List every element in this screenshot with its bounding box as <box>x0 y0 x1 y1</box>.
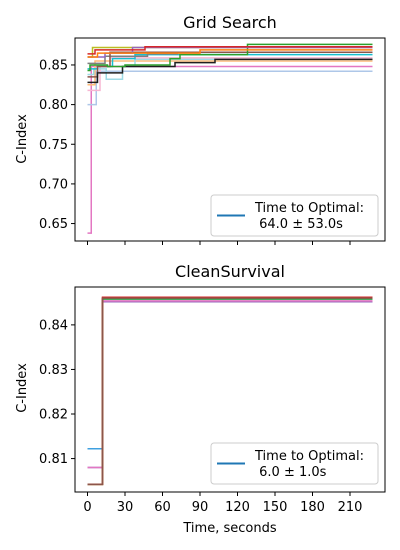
cleansurvival-panel: CleanSurvival C-Index Time, seconds 0 30 6… <box>15 262 386 536</box>
grid-search-series-line-13 <box>87 45 373 55</box>
grid-search-y-tick-label: 0.65 <box>39 217 68 232</box>
grid-search-series-line-5 <box>87 58 373 80</box>
grid-search-legend: Time to Optimal: 64.0 ± 53.0s <box>210 194 379 237</box>
grid-search-series-line-2 <box>87 70 373 106</box>
grid-search-series-line-1 <box>87 65 373 234</box>
grid-search-y-tick-label: 0.85 <box>39 58 68 73</box>
cleansurvival-legend-box <box>210 442 379 485</box>
grid-search-ylabel: C-Index <box>15 114 30 164</box>
cleansurvival-xlabel: Time, seconds <box>182 521 276 536</box>
cleansurvival-series-line-7 <box>87 297 373 486</box>
cleansurvival-x-tick-label: 180 <box>300 500 325 515</box>
cleansurvival-series-line-3 <box>87 300 373 469</box>
cleansurvival-x-tick-label: 60 <box>154 500 171 515</box>
grid-search-series-line-4 <box>87 57 373 92</box>
cleansurvival-ylabel: C-Index <box>15 363 30 413</box>
grid-search-series-line-10 <box>87 58 373 84</box>
cleansurvival-y-tick-label: 0.82 <box>39 408 68 423</box>
cleansurvival-axes-frame <box>74 286 386 493</box>
cleansurvival-x-tick-label: 30 <box>117 500 134 515</box>
grid-search-series-line-3 <box>87 60 373 86</box>
grid-search-legend-box <box>210 194 379 237</box>
cleansurvival-x-tick-label: 0 <box>83 500 91 515</box>
grid-search-title: Grid Search <box>183 13 277 32</box>
cleansurvival-x-tick-label: 210 <box>338 500 363 515</box>
cleansurvival-x-tick-label: 120 <box>225 500 250 515</box>
cleansurvival-y-tick-label: 0.84 <box>39 318 68 333</box>
cleansurvival-x-tick-label: 150 <box>263 500 288 515</box>
cleansurvival-legend: Time to Optimal: 6.0 ± 1.0s <box>210 442 379 485</box>
cleansurvival-y-tick-label: 0.81 <box>39 452 68 467</box>
grid-search-legend-label: Time to Optimal: 64.0 ± 53.0s <box>254 201 364 232</box>
grid-search-series-line-11 <box>87 43 373 72</box>
cleansurvival-title: CleanSurvival <box>175 262 285 281</box>
cleansurvival-x-tick-label: 90 <box>192 500 209 515</box>
grid-search-y-tick-label: 0.75 <box>39 138 68 153</box>
cleansurvival-y-tick-label: 0.83 <box>39 363 68 378</box>
cleansurvival-series-line-1 <box>87 298 373 450</box>
grid-search-series-line-8 <box>87 51 373 78</box>
grid-search-panel: Grid Search C-Index 0.65 0.70 0.75 0.80 0.85… <box>15 13 386 245</box>
grid-search-axes-frame <box>74 37 386 242</box>
grid-search-series-line-14 <box>87 49 373 58</box>
grid-search-y-tick-label: 0.70 <box>39 177 68 192</box>
grid-search-y-tick-label: 0.80 <box>39 98 68 113</box>
cleansurvival-legend-label: Time to Optimal: 6.0 ± 1.0s <box>254 449 364 480</box>
